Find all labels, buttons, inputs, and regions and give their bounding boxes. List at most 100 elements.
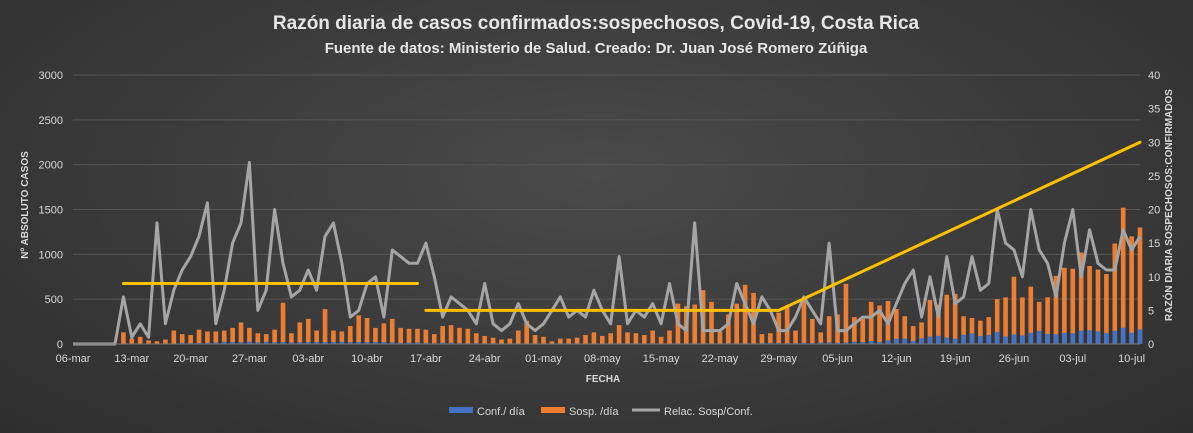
sosp-bar [734,303,740,344]
trend-segment [777,140,1142,312]
conf-bar [843,342,849,344]
y2-tick-label: 0 [1148,339,1154,351]
conf-bar [877,341,882,344]
conf-bar [1120,327,1126,344]
sosp-bar [247,327,252,344]
sosp-bar [641,335,647,344]
sosp-bar [280,302,286,344]
sosp-bar [364,317,370,344]
conf-bar [322,342,328,344]
x-tick-label: 10-jul [1118,353,1145,365]
sosp-bar [532,335,538,344]
sosp-bar [171,330,177,344]
conf-bar [801,342,807,344]
sosp-bar [515,330,521,344]
legend-label-conf: Conf./ día [477,406,526,418]
x-tick-label: 19-jun [940,353,971,365]
sosp-bar [465,328,471,344]
conf-bar [406,342,412,344]
conf-bar [835,342,840,344]
y2-tick-label: 30 [1148,137,1160,149]
conf-bar [230,342,235,344]
conf-bar [986,334,992,344]
sosp-bar [331,330,336,344]
y2-tick-label: 10 [1148,272,1160,284]
sosp-bar [339,331,345,344]
sosp-bar [121,332,126,344]
conf-bar [1053,334,1059,344]
sosp-bar [986,317,992,344]
legend: Conf./ día Sosp. /día Relac. Sosp/Conf. [449,406,753,418]
conf-bar [969,333,975,344]
sosp-bar [994,299,1000,344]
chart-title: Razón diaria de casos confirmados:sospec… [273,13,920,34]
sosp-bar [852,317,857,344]
y-tick-label: 2000 [39,160,63,172]
y2-tick-label: 15 [1148,238,1160,250]
conf-bar [927,336,933,344]
sosp-bar [877,305,882,344]
sosp-bar [801,300,807,344]
conf-bar [398,342,403,344]
sosp-bar [1020,297,1025,344]
y2-tick-label: 40 [1148,70,1160,82]
sosp-bar [373,327,378,344]
sosp-bar [440,326,445,344]
sosp-bar [238,322,244,344]
y2-axis-label: RAZÓN DIARIA SOSPECHOSOS:CONFIRMADOS [1162,89,1175,321]
y-tick-label: 1000 [39,249,63,261]
sosp-bar [894,309,899,344]
conf-bar [221,341,227,344]
conf-bar [238,342,244,344]
sosp-bar [810,318,815,344]
relac-line [73,160,1142,346]
conf-bar [205,342,210,344]
chart-subtitle: Fuente de datos: Ministerio de Salud. Cr… [325,40,868,57]
x-axis-ticks: 06-mar 13-mar 20-mar 27-mar 03-abr 10-abr 17-a… [56,353,1145,365]
conf-bar [280,341,286,344]
sosp-bar [221,330,227,344]
conf-bar [894,338,899,344]
sosp-bar [482,335,487,344]
sosp-bar [583,335,588,344]
sosp-bar [910,326,916,344]
sosp-bar [272,329,277,344]
sosp-bar [314,330,319,344]
sosp-bar [557,338,563,344]
sosp-bar [969,317,975,344]
conf-bar [364,342,370,344]
trend-lines [121,140,1142,312]
conf-bar [910,340,916,344]
conf-bar [1036,330,1042,344]
sosp-bar [188,335,193,344]
conf-bar [179,342,185,344]
sosp-bar [709,301,714,344]
conf-bar [902,338,908,344]
sosp-bar [1112,243,1118,344]
conf-bar [1062,332,1067,344]
y-tick-label: 1500 [39,205,63,217]
sosp-bar [381,323,387,344]
sosp-bar [389,318,395,344]
conf-bar [448,342,454,344]
sosp-bar [347,326,353,344]
y2-tick-label: 35 [1148,104,1160,116]
sosp-bar [1078,252,1084,344]
y2-tick-label: 25 [1148,171,1160,183]
sosp-bar [163,339,168,344]
conf-bar [961,334,966,344]
sosp-bar [541,336,546,344]
x-tick-label: 03-abr [292,353,324,365]
conf-bar [860,342,866,344]
sosp-bar [1129,236,1134,344]
x-tick-label: 12-jun [881,353,912,365]
conf-bar [196,342,202,344]
y2-tick-label: 5 [1148,305,1154,317]
legend-label-sosp: Sosp. /día [569,406,619,418]
conf-bar [1003,336,1008,344]
sosp-bar [289,333,294,344]
sosp-bar [860,318,866,344]
sosp-bar [1003,297,1008,344]
conf-bar [826,342,832,344]
x-tick-label: 05-jun [822,353,853,365]
